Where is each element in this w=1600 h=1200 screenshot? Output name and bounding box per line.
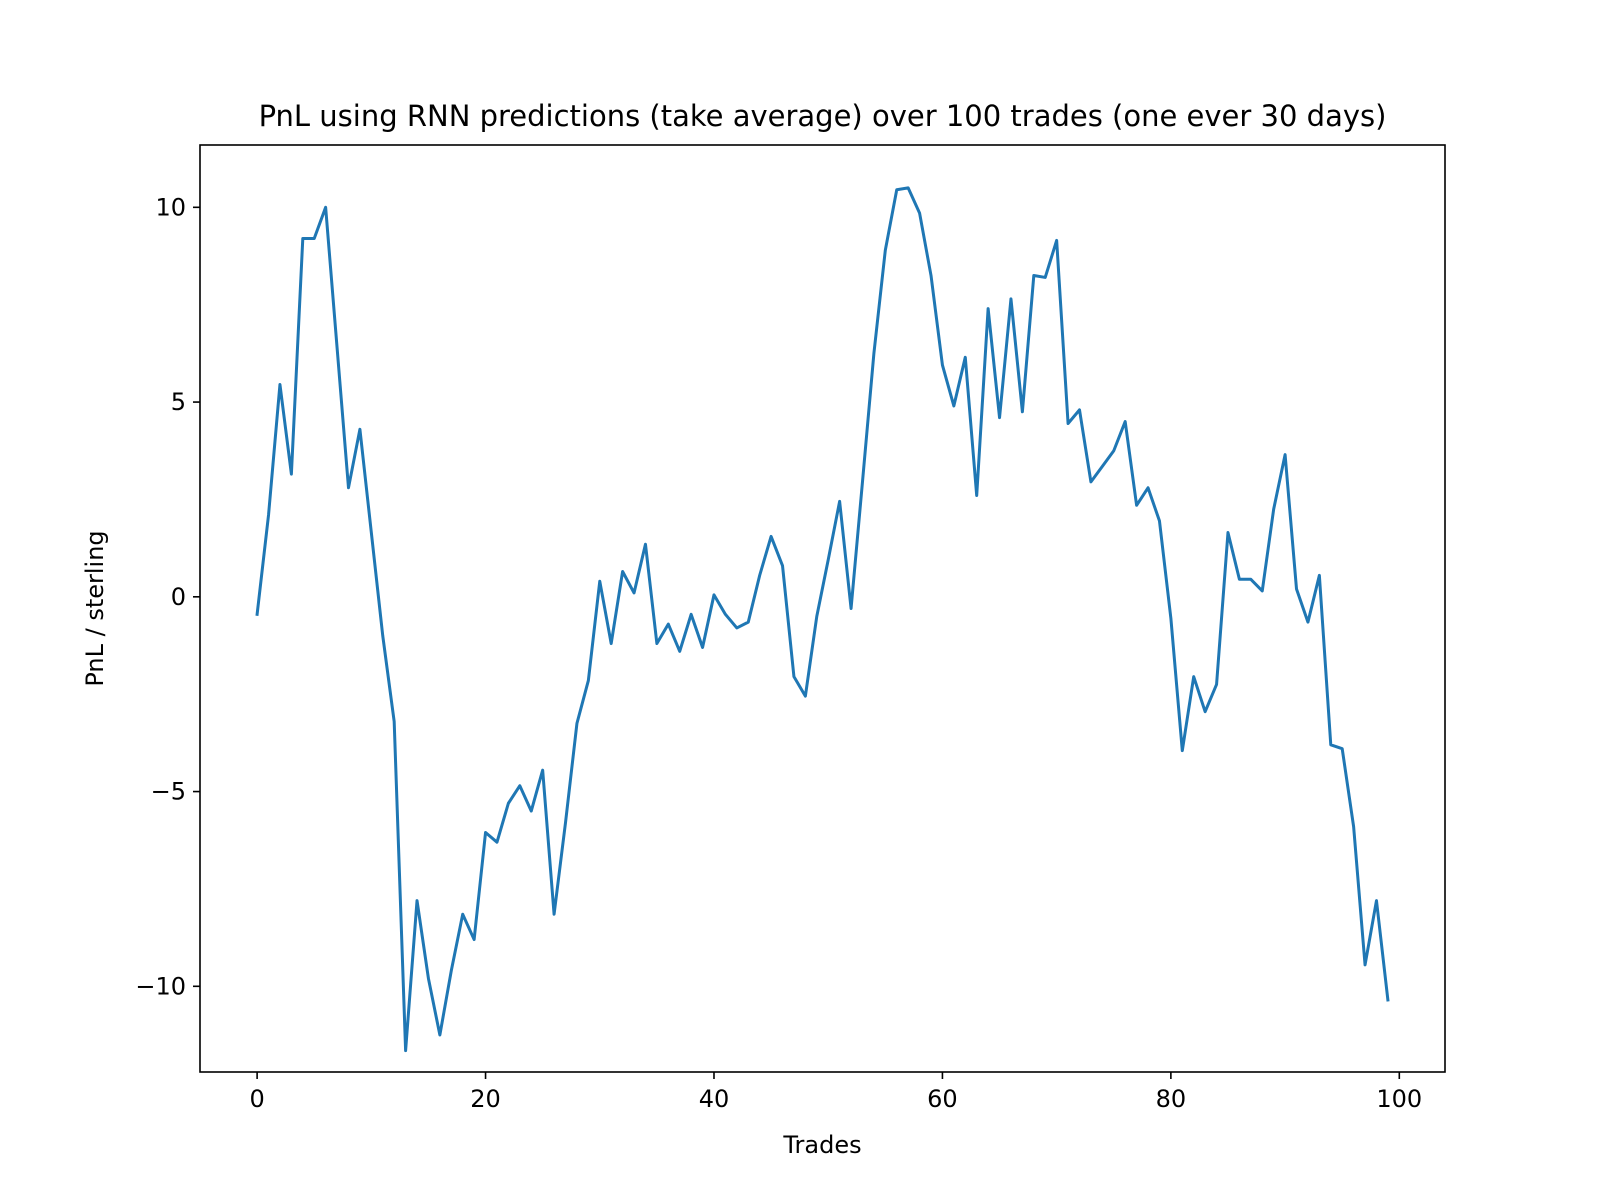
- y-tick-label: −10: [135, 972, 186, 1000]
- x-axis-label: Trades: [782, 1131, 861, 1159]
- x-tick-label: 20: [470, 1085, 501, 1113]
- y-tick-label: 0: [171, 583, 186, 611]
- x-tick-label: 100: [1376, 1085, 1422, 1113]
- y-tick-label: 5: [171, 388, 186, 416]
- plot-area: [255, 186, 1390, 1053]
- plot-frame: [199, 144, 1446, 1073]
- x-tick-label: 80: [1156, 1085, 1187, 1113]
- y-tick-label: −5: [151, 778, 186, 806]
- x-tick-label: 0: [249, 1085, 264, 1113]
- y-tick-label: 10: [155, 193, 186, 221]
- series-line: [255, 186, 1390, 1053]
- x-axis: 0 20 40 60 80 100: [249, 1072, 1422, 1113]
- x-tick-label: 40: [699, 1085, 730, 1113]
- y-axis: 10 5 0 −5 −10: [135, 193, 200, 1000]
- y-axis-label: PnL / sterling: [81, 530, 109, 686]
- x-tick-label: 60: [927, 1085, 958, 1113]
- chart-title: PnL using RNN predictions (take average)…: [259, 99, 1387, 133]
